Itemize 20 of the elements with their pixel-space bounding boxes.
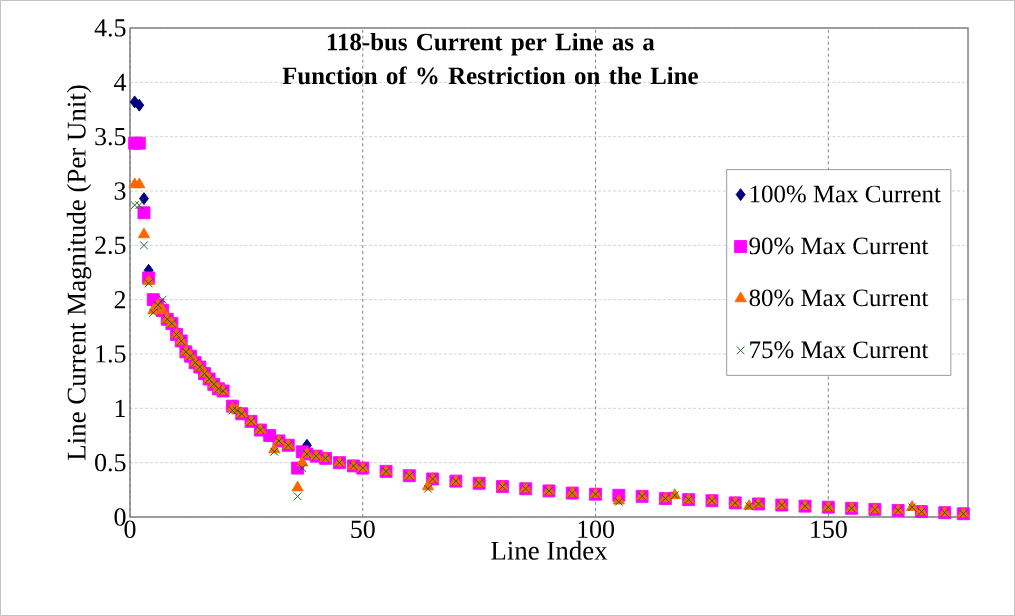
x-tick-label: 50 bbox=[351, 520, 375, 538]
legend-label: 100% Max Current bbox=[750, 185, 941, 203]
y-tick-label: 0 bbox=[114, 508, 126, 526]
y-tick-label: 4.5 bbox=[94, 19, 126, 37]
y-tick-label: 4 bbox=[114, 73, 127, 91]
legend-label: 75% Max Current bbox=[750, 341, 929, 359]
text: 118-bus Current per Line as a Function of % Restriction on the Line bbox=[282, 32, 698, 85]
y-tick-label: 0.5 bbox=[95, 453, 126, 472]
legend-label: 90% Max Current bbox=[749, 237, 929, 255]
x-axis-title: Line Index bbox=[491, 540, 608, 560]
y-tick-label: 3 bbox=[114, 182, 126, 200]
y-tick-label: 1.5 bbox=[96, 345, 126, 363]
y-tick-label: 3.5 bbox=[95, 127, 126, 146]
x-tick-label: 100 bbox=[578, 520, 614, 538]
legend-label: 80% Max Current bbox=[749, 289, 929, 307]
x-tick-label: 150 bbox=[811, 520, 847, 538]
y-tick-label: 1 bbox=[115, 399, 125, 417]
y-axis-title: Line Current Magnitude (Per Unit) bbox=[66, 85, 92, 460]
y-tick-label: 2 bbox=[114, 291, 126, 309]
y-tick-label: 2.5 bbox=[95, 236, 126, 255]
